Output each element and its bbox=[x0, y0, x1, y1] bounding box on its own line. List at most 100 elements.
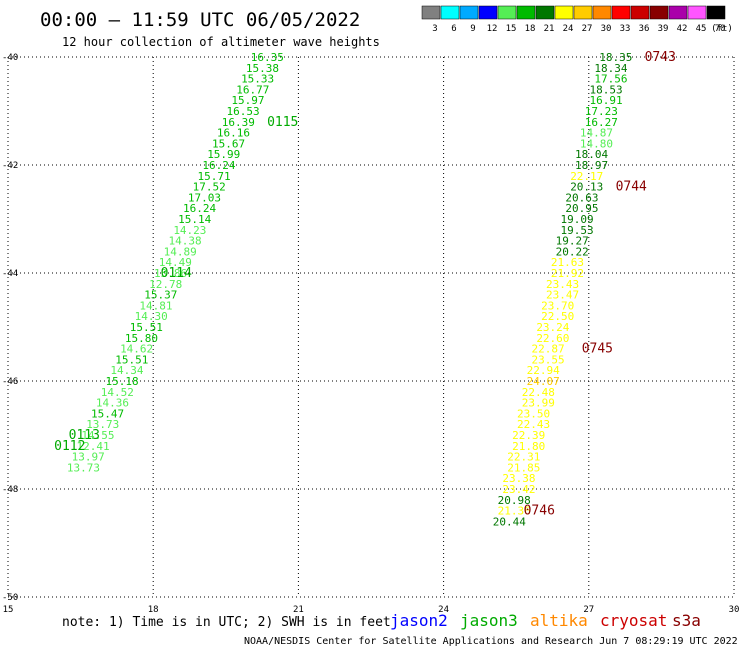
swh-value-label: 20.22 bbox=[556, 245, 589, 258]
swh-value-label: 21.63 bbox=[551, 256, 584, 269]
legend-label: 3 bbox=[432, 24, 437, 34]
legend-swatch bbox=[573, 5, 593, 20]
swh-value-label: 23.43 bbox=[546, 278, 579, 291]
swh-value-label: 16.91 bbox=[590, 94, 623, 107]
swh-value-label: 21.36 bbox=[498, 505, 531, 518]
legend-swatch bbox=[668, 5, 688, 20]
swh-value-label: 14.80 bbox=[580, 137, 613, 150]
swh-value-label: 14.52 bbox=[101, 386, 134, 399]
legend-swatch bbox=[554, 5, 574, 20]
legend-label: 45 bbox=[696, 24, 707, 34]
swh-value-label: 22.17 bbox=[570, 170, 603, 183]
swh-value-label: 21.80 bbox=[512, 440, 545, 453]
swh-value-label: 18.53 bbox=[590, 83, 623, 96]
swh-value-label: 23.38 bbox=[502, 472, 535, 485]
swh-value-label: 13.97 bbox=[72, 451, 105, 464]
swh-value-label: 17.52 bbox=[193, 181, 226, 194]
legend-label: 6 bbox=[451, 24, 456, 34]
swh-value-label: 16.53 bbox=[227, 105, 260, 118]
legend-swatch bbox=[478, 5, 498, 20]
swh-value-label: 20.13 bbox=[570, 181, 603, 194]
swh-value-label: 16.39 bbox=[222, 116, 255, 129]
swh-value-label: 21.92 bbox=[551, 267, 584, 280]
swh-value-label: 23.47 bbox=[546, 289, 579, 302]
legend-label: 36 bbox=[639, 24, 650, 34]
swh-value-label: 15.99 bbox=[207, 148, 240, 161]
legend-label: 30 bbox=[601, 24, 612, 34]
swh-value-label: 23.24 bbox=[536, 321, 569, 334]
swh-value-label: 14.49 bbox=[159, 256, 192, 269]
swh-value-label: 14.87 bbox=[580, 127, 613, 140]
swh-value-label: 16.35 bbox=[251, 51, 284, 64]
swh-value-label: 20.98 bbox=[498, 494, 531, 507]
legend-label: 39 bbox=[658, 24, 669, 34]
swh-value-label: 20.44 bbox=[493, 515, 526, 528]
legend-swatch bbox=[516, 5, 536, 20]
pass-time-label: 0744 bbox=[616, 180, 647, 195]
satellite-key-cryosat: cryosat bbox=[600, 611, 667, 630]
swh-value-label: 13.86 bbox=[154, 267, 187, 280]
swh-value-label: 15.14 bbox=[178, 213, 211, 226]
legend-label: 9 bbox=[470, 24, 475, 34]
swh-value-label: 15.37 bbox=[144, 289, 177, 302]
swh-value-label: 15.67 bbox=[212, 137, 245, 150]
x-tick-label: 24 bbox=[438, 605, 449, 615]
swh-value-label: 22.50 bbox=[541, 310, 574, 323]
swh-value-label: 17.23 bbox=[585, 105, 618, 118]
swh-value-label: 19.53 bbox=[561, 224, 594, 237]
swh-value-label: 15.47 bbox=[91, 407, 124, 420]
swh-value-label: 19.09 bbox=[561, 213, 594, 226]
legend-label: 70 bbox=[715, 24, 726, 34]
color-scale-legend: 3 6 9 12 15 18 21 24 27 30 33 36 39 42 45 70(ft) bbox=[421, 5, 733, 34]
legend-unit: (ft) bbox=[711, 24, 733, 34]
chart-subtitle: 12 hour collection of altimeter wave hei… bbox=[62, 35, 380, 49]
swh-value-label: 22.60 bbox=[536, 332, 569, 345]
swh-value-label: 12.78 bbox=[149, 278, 182, 291]
legend-swatch bbox=[649, 5, 669, 20]
swh-value-label: 18.35 bbox=[599, 51, 632, 64]
swh-value-label: 23.55 bbox=[531, 353, 564, 366]
swh-value-label: 14.38 bbox=[168, 235, 201, 248]
legend-label: 33 bbox=[620, 24, 631, 34]
swh-value-label: 20.63 bbox=[565, 191, 598, 204]
y-tick-label: -42 bbox=[2, 161, 18, 171]
legend-swatch bbox=[459, 5, 479, 20]
legend-label: 27 bbox=[582, 24, 593, 34]
x-tick-label: 18 bbox=[148, 605, 159, 615]
swh-value-label: 15.80 bbox=[125, 332, 158, 345]
footer-note: note: 1) Time is in UTC; 2) SWH is in fe… bbox=[62, 615, 391, 630]
swh-value-label: 21.85 bbox=[507, 461, 540, 474]
legend-swatch bbox=[630, 5, 650, 20]
satellite-key-altika: altika bbox=[530, 611, 588, 630]
swh-value-label: 22.43 bbox=[517, 418, 550, 431]
swh-value-label: 23.50 bbox=[517, 407, 550, 420]
legend-swatch bbox=[497, 5, 517, 20]
legend-swatch bbox=[687, 5, 707, 20]
pass-time-label: 0746 bbox=[524, 504, 555, 519]
legend-label: 24 bbox=[563, 24, 574, 34]
swh-value-label: 15.33 bbox=[241, 73, 274, 86]
swh-value-label: 14.23 bbox=[173, 224, 206, 237]
legend-label: 18 bbox=[525, 24, 536, 34]
swh-value-label: 14.36 bbox=[96, 397, 129, 410]
legend-label: 42 bbox=[677, 24, 688, 34]
swh-value-label: 17.03 bbox=[188, 191, 221, 204]
swh-value-label: 19.27 bbox=[556, 235, 589, 248]
swh-value-label: 15.18 bbox=[106, 375, 139, 388]
swh-value-label: 15.38 bbox=[246, 62, 279, 75]
swh-value-label: 22.48 bbox=[522, 386, 555, 399]
y-tick-label: -44 bbox=[2, 269, 18, 279]
satellite-key-jason3: jason3 bbox=[460, 611, 518, 630]
swh-value-label: 23.70 bbox=[541, 299, 574, 312]
x-tick-label: 30 bbox=[729, 605, 740, 615]
pass-time-label: 0112 bbox=[54, 439, 85, 454]
swh-value-label: 14.55 bbox=[81, 429, 114, 442]
x-tick-label: 21 bbox=[293, 605, 304, 615]
pass-time-label: 0115 bbox=[267, 115, 298, 130]
swh-value-label: 12.41 bbox=[77, 440, 110, 453]
y-tick-label: -46 bbox=[2, 377, 18, 387]
swh-value-label: 14.30 bbox=[135, 310, 168, 323]
swh-value-label: 16.16 bbox=[217, 127, 250, 140]
